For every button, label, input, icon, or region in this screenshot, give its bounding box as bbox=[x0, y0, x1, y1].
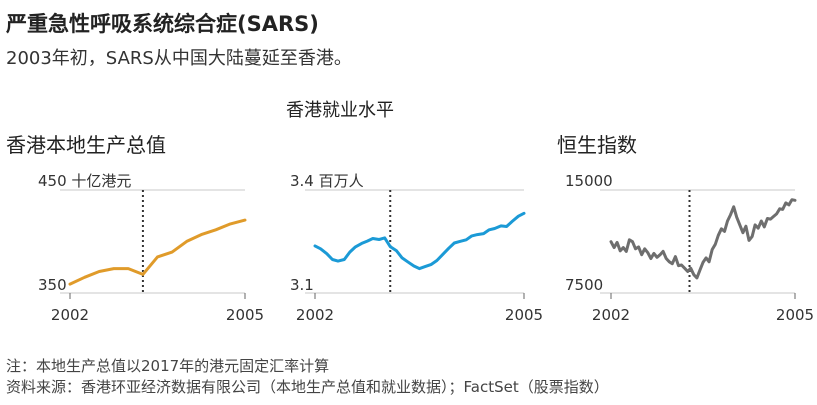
gdp-ytick-top: 450 十亿港元 bbox=[38, 172, 131, 190]
page-title: 严重急性呼吸系统综合症(SARS) bbox=[6, 12, 319, 36]
employment-xtick-label: 2005 bbox=[505, 306, 543, 324]
gdp-ytick-bottom: 350 bbox=[38, 276, 67, 294]
employment-group-label: 香港就业水平 bbox=[286, 100, 394, 121]
gdp-xtick-label: 2005 bbox=[226, 306, 264, 324]
employment-xtick-label: 2002 bbox=[296, 306, 334, 324]
employment-ytick-bottom: 3.1 bbox=[290, 276, 314, 294]
note-line: 注：本地生产总值以2017年的港元固定汇率计算 bbox=[6, 357, 330, 375]
gdp-series-line bbox=[68, 218, 247, 286]
hsi-series-line bbox=[609, 198, 797, 280]
employment-ytick-top: 3.4 百万人 bbox=[290, 172, 364, 190]
hsi-ytick-top: 15000 bbox=[565, 172, 613, 190]
hsi-xtick-label: 2002 bbox=[592, 306, 630, 324]
hsi-xtick-label: 2005 bbox=[776, 306, 814, 324]
footnotes: 注：本地生产总值以2017年的港元固定汇率计算 资料来源：香港环亚经济数据有限公… bbox=[6, 356, 609, 398]
gdp-panel-title: 香港本地生产总值 bbox=[6, 133, 166, 157]
source-line: 资料来源：香港环亚经济数据有限公司（本地生产总值和就业数据）；FactSet（股… bbox=[6, 378, 609, 396]
employment-series-line bbox=[313, 211, 526, 271]
page-subtitle: 2003年初，SARS从中国大陆蔓延至香港。 bbox=[6, 48, 352, 69]
hsi-ytick-bottom: 7500 bbox=[565, 276, 603, 294]
gdp-xtick-label: 2002 bbox=[51, 306, 89, 324]
hsi-panel-title: 恒生指数 bbox=[557, 133, 637, 157]
